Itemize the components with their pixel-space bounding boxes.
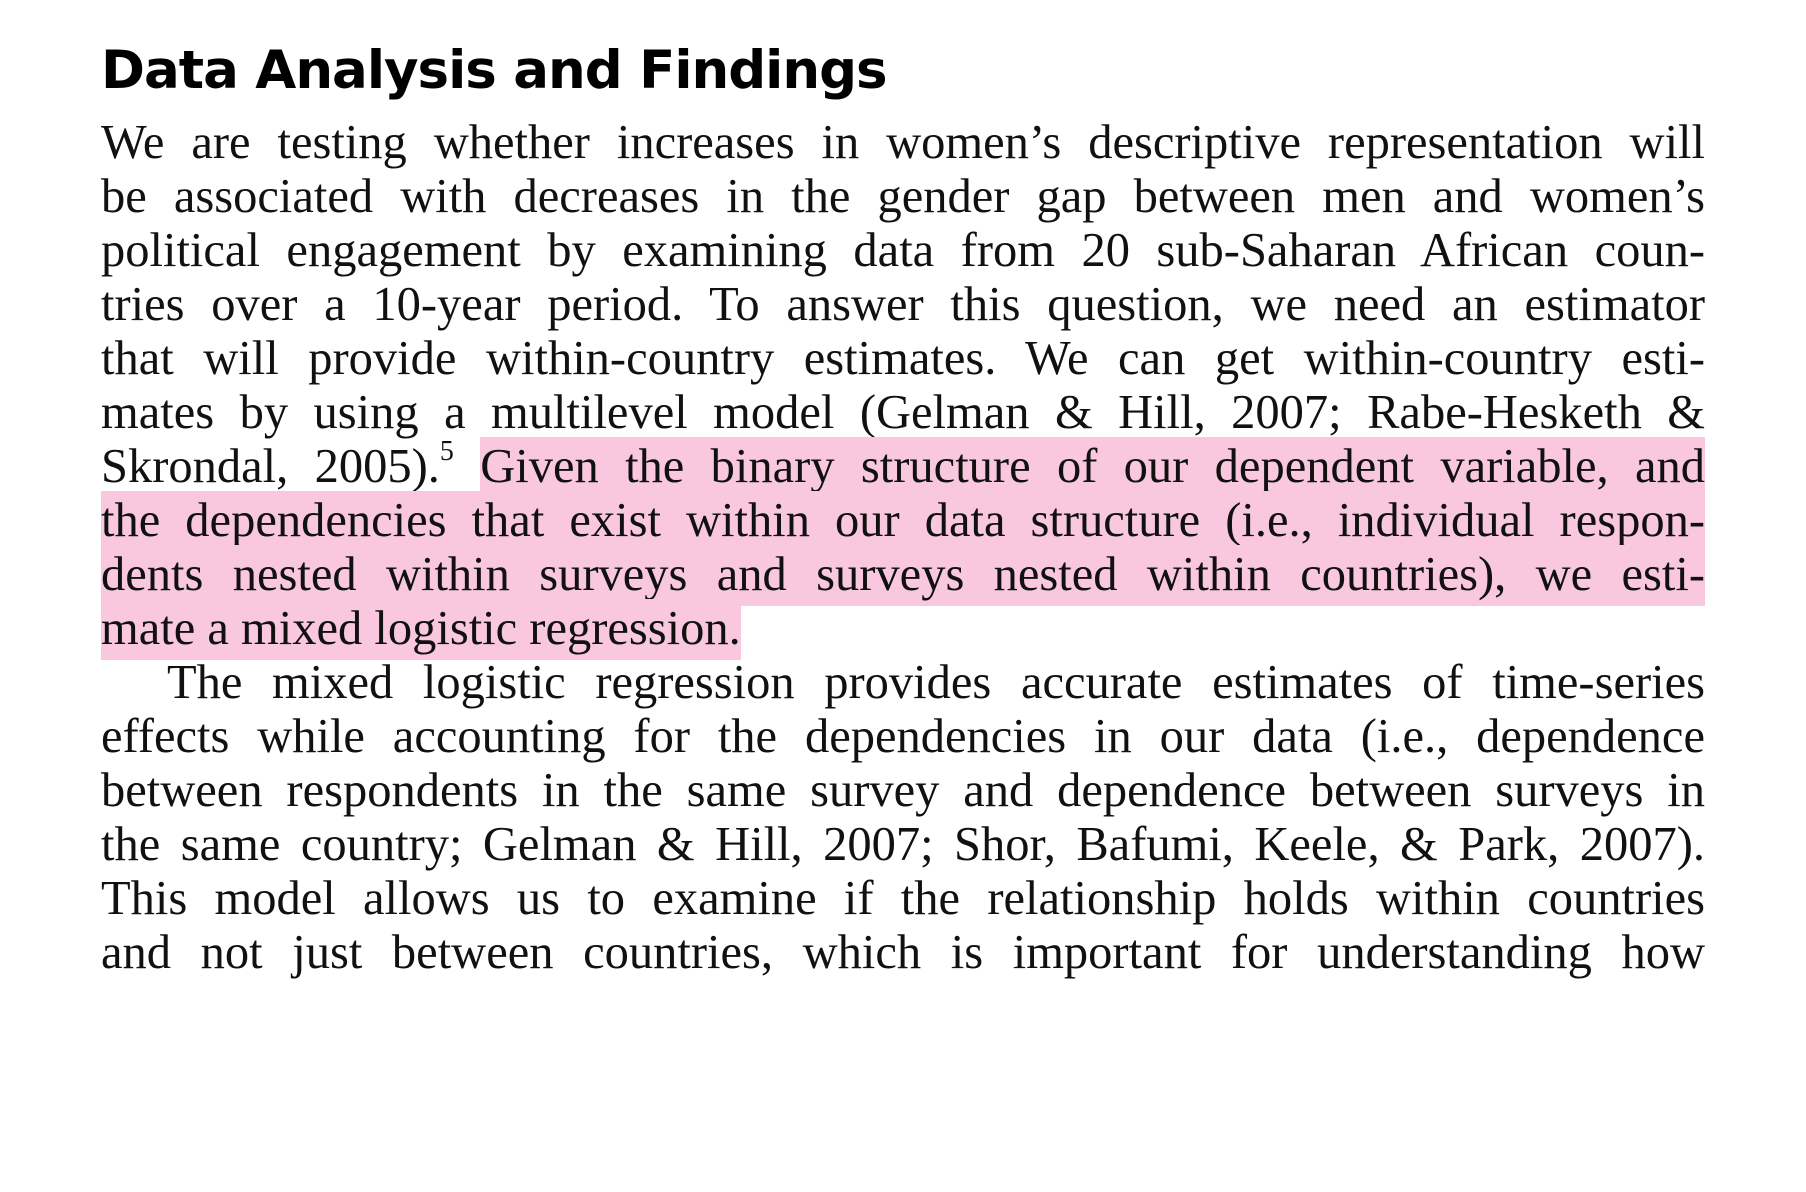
highlighted-text: dents nested within surveys and surveys … [101,545,1705,606]
highlighted-text: the dependencies that exist within our d… [101,491,1705,552]
paragraph2-line6: and not just between countries, which is… [101,926,1705,979]
paragraph2-line3: between respondents in the same survey a… [101,764,1705,817]
highlighted-text: mate a mixed logistic regression. [101,599,741,660]
paragraph2-line4: the same country; Gelman & Hill, 2007; S… [101,818,1705,871]
paragraph1-line5: that will provide within-country estimat… [101,332,1705,385]
paragraph1-line9: dents nested within surveys and surveys … [101,543,1705,606]
paragraph1-line4: tries over a 10-year period. To answer t… [101,278,1705,331]
paragraph1-line2: be associated with decreases in the gend… [101,170,1705,223]
footnote-marker[interactable]: 5 [439,436,454,467]
paragraph1-line6: mates by using a multilevel model (Gelma… [101,386,1705,439]
paragraph1-line1: We are testing whether increases in wome… [101,116,1705,169]
paragraph2-line2: effects while accounting for the depende… [101,710,1705,763]
citation-text: Skrondal, 2005). [101,440,440,493]
highlighted-text: Given the binary structure of our depend… [480,437,1705,498]
paragraph1-line7: Skrondal, 2005).5 Given the binary struc… [101,435,1705,498]
section-heading: Data Analysis and Findings [101,40,888,101]
paragraph1-line8: the dependencies that exist within our d… [101,489,1705,552]
paragraph1-line10: mate a mixed logistic regression. [101,597,1705,660]
paragraph2-line1: The mixed logistic regression provides a… [167,656,1705,709]
paragraph2-line5: This model allows us to examine if the r… [101,872,1705,925]
paragraph1-line3: political engagement by examining data f… [101,224,1705,277]
